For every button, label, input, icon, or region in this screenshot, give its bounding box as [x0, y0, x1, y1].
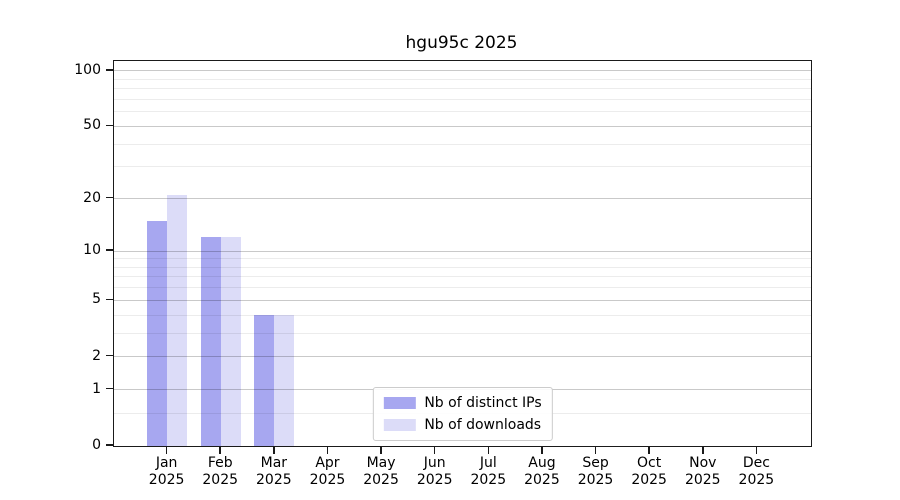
y-tick-mark — [106, 298, 113, 301]
x-tick-mark — [326, 446, 329, 454]
x-tick-label-oct: Oct 2025 — [631, 455, 667, 488]
major-gridline — [114, 299, 811, 301]
y-tick-label: 5 — [92, 291, 101, 308]
x-tick-mark — [487, 446, 490, 454]
major-gridline — [114, 356, 811, 358]
bar-distinct-ips-jan — [147, 220, 168, 446]
x-tick-mark — [648, 446, 650, 454]
y-tick-mark — [106, 249, 113, 251]
x-tick-label-dec: Dec 2025 — [738, 455, 775, 488]
x-tick-label-jan: Jan 2025 — [148, 455, 185, 488]
legend-swatch-distinct-ips — [383, 397, 416, 409]
legend-label: Nb of downloads — [424, 417, 542, 433]
x-tick-mark — [541, 446, 543, 454]
minor-gridline — [114, 88, 811, 90]
y-tick-label: 50 — [83, 117, 101, 134]
major-gridline — [114, 198, 811, 199]
legend-row: Nb of downloads — [383, 417, 541, 433]
minor-gridline — [114, 314, 811, 316]
bar-distinct-ips-feb — [200, 237, 221, 446]
y-tick-label: 0 — [92, 437, 101, 453]
x-tick-mark — [594, 446, 597, 454]
minor-gridline — [114, 266, 811, 268]
x-tick-mark — [380, 446, 382, 454]
minor-gridline — [114, 332, 811, 334]
minor-gridline — [114, 98, 811, 100]
minor-gridline — [114, 111, 811, 113]
bar-distinct-ips-mar — [254, 315, 275, 446]
minor-gridline — [114, 143, 811, 145]
y-tick-label: 20 — [83, 189, 101, 206]
major-gridline — [114, 70, 811, 72]
y-tick-label: 10 — [83, 242, 101, 259]
x-tick-label-mar: Mar 2025 — [256, 455, 292, 488]
legend-label: Nb of distinct IPs — [424, 395, 542, 411]
x-tick-label-sep: Sep 2025 — [577, 455, 614, 488]
x-tick-mark — [165, 446, 168, 454]
legend-row: Nb of distinct IPs — [383, 395, 542, 411]
minor-gridline — [114, 287, 811, 289]
y-tick-mark — [106, 387, 113, 390]
y-tick-mark — [106, 124, 113, 127]
major-gridline — [114, 250, 811, 252]
x-tick-label-may: May 2025 — [363, 455, 399, 488]
y-tick-mark — [106, 196, 113, 199]
x-tick-label-aug: Aug 2025 — [524, 455, 560, 488]
y-tick-mark — [106, 444, 113, 446]
x-tick-label-feb: Feb 2025 — [202, 455, 239, 488]
x-tick-label-apr: Apr 2025 — [309, 455, 346, 488]
x-tick-mark — [219, 446, 221, 454]
y-tick-mark — [106, 354, 113, 357]
x-tick-mark — [755, 446, 758, 454]
y-tick-label: 100 — [74, 61, 101, 78]
x-tick-mark — [702, 446, 704, 454]
minor-gridline — [114, 166, 811, 168]
x-tick-label-jun: Jun 2025 — [416, 455, 453, 488]
x-tick-label-nov: Nov 2025 — [684, 455, 721, 488]
legend: Nb of distinct IPs Nb of downloads — [372, 387, 553, 441]
major-gridline — [114, 125, 811, 127]
y-tick-label: 1 — [92, 380, 101, 397]
bar-downloads-feb — [220, 237, 241, 446]
minor-gridline — [114, 78, 811, 80]
legend-swatch-downloads — [383, 419, 416, 431]
chart-title: hgu95c 2025 — [405, 33, 518, 53]
x-tick-label-jul: Jul 2025 — [470, 455, 507, 488]
y-tick-label: 2 — [92, 347, 101, 364]
x-tick-mark — [273, 446, 275, 454]
minor-gridline — [114, 276, 811, 278]
bar-downloads-mar — [274, 315, 295, 446]
minor-gridline — [114, 258, 811, 260]
y-tick-mark — [106, 69, 113, 71]
plot-area: Nb of distinct IPs Nb of downloads — [113, 60, 812, 447]
bar-downloads-jan — [167, 194, 188, 446]
x-tick-mark — [433, 446, 436, 454]
